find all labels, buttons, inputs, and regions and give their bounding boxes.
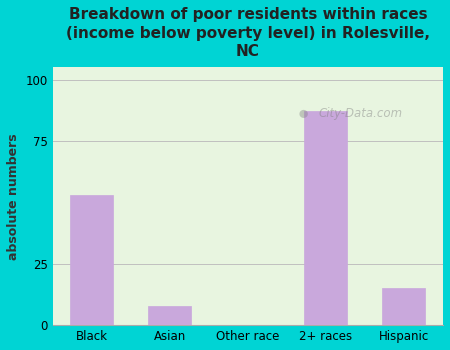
Bar (304, 111, 347, 325)
Bar (382, 288, 425, 325)
Bar (70, 195, 113, 325)
Bar (148, 306, 191, 325)
Text: ⬤: ⬤ (299, 109, 308, 118)
Text: City-Data.com: City-Data.com (318, 107, 402, 120)
Y-axis label: absolute numbers: absolute numbers (7, 133, 20, 260)
Title: Breakdown of poor residents within races
(income below poverty level) in Rolesvi: Breakdown of poor residents within races… (66, 7, 430, 59)
